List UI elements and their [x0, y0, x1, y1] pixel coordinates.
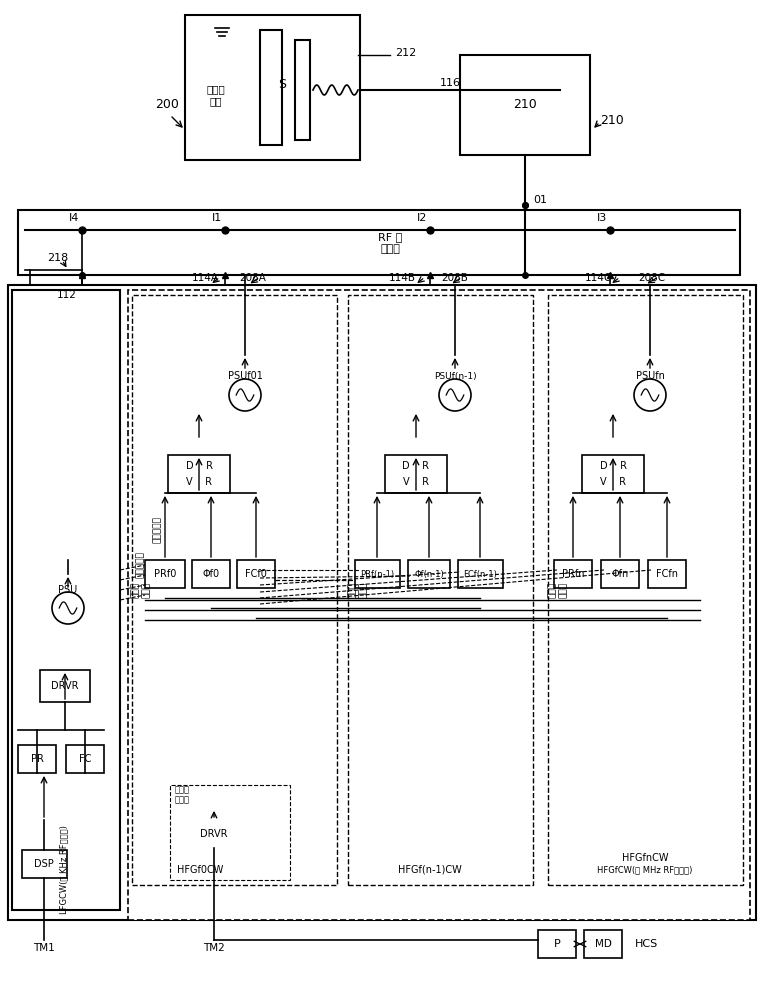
Text: 210: 210 — [600, 113, 624, 126]
Text: S: S — [278, 79, 286, 92]
Bar — [295, 40, 310, 140]
Text: FCfn: FCfn — [656, 569, 678, 579]
Text: 208A: 208A — [240, 273, 266, 283]
Text: V    R: V R — [186, 477, 212, 487]
Text: 01: 01 — [533, 195, 547, 205]
Text: 114B: 114B — [389, 273, 415, 283]
Text: PRf0: PRf0 — [154, 569, 176, 579]
Bar — [8, 285, 756, 920]
Text: Φf(n-1): Φf(n-1) — [414, 570, 444, 578]
Text: P: P — [554, 939, 561, 949]
Text: 212: 212 — [395, 48, 416, 58]
Bar — [12, 290, 120, 910]
Text: 116: 116 — [439, 78, 461, 88]
Text: 功率或电压: 功率或电压 — [135, 552, 144, 578]
Bar — [554, 560, 592, 588]
Bar — [145, 560, 185, 588]
Text: HFGfnCW: HFGfnCW — [622, 853, 668, 863]
Text: HFGf(n-1)CW: HFGf(n-1)CW — [398, 865, 462, 875]
Text: 可为一
控制器: 可为一 控制器 — [548, 582, 568, 598]
Bar — [385, 455, 447, 493]
Text: RF 匹
配装置: RF 匹 配装置 — [378, 232, 402, 254]
Text: 112: 112 — [57, 290, 77, 300]
Bar — [458, 560, 503, 588]
Text: 218: 218 — [48, 253, 68, 263]
Bar — [460, 55, 590, 155]
Bar — [601, 560, 639, 588]
Bar — [192, 560, 230, 588]
Text: DRVR: DRVR — [200, 829, 228, 839]
Bar — [355, 560, 400, 588]
Text: 可为一
控制器: 可为一 控制器 — [131, 582, 151, 598]
Text: TM1: TM1 — [33, 943, 55, 953]
Bar — [260, 30, 282, 145]
Text: PSUf01: PSUf01 — [227, 371, 263, 381]
Bar — [348, 295, 533, 885]
Text: FCf0: FCf0 — [245, 569, 267, 579]
Text: PSUf(n-1): PSUf(n-1) — [434, 371, 476, 380]
Bar — [18, 210, 740, 275]
Text: HFGfCW(如 MHz RF产生器): HFGfCW(如 MHz RF产生器) — [598, 865, 693, 874]
Bar — [408, 560, 450, 588]
Text: 210: 210 — [513, 99, 537, 111]
Bar — [40, 670, 90, 702]
Text: 208C: 208C — [638, 273, 666, 283]
Text: I2: I2 — [416, 213, 427, 223]
Bar — [584, 930, 622, 958]
Text: I4: I4 — [68, 213, 79, 223]
Bar — [168, 455, 230, 493]
Text: PRfn: PRfn — [561, 569, 584, 579]
Text: I3: I3 — [597, 213, 607, 223]
Text: TM2: TM2 — [203, 943, 225, 953]
Bar — [648, 560, 686, 588]
Text: D    R: D R — [600, 461, 627, 471]
Text: FC: FC — [79, 754, 91, 764]
Text: PRf(n-1): PRf(n-1) — [360, 570, 394, 578]
Bar — [185, 15, 360, 160]
Text: PSU: PSU — [58, 585, 78, 595]
Text: PR: PR — [31, 754, 44, 764]
Text: MD: MD — [594, 939, 611, 949]
Text: V    R: V R — [403, 477, 429, 487]
Text: DSP: DSP — [34, 859, 54, 869]
Text: 可为一
控制器: 可为一 控制器 — [175, 785, 190, 805]
Text: 等离子
体室: 等离子 体室 — [207, 84, 225, 106]
Bar — [128, 290, 750, 920]
Text: HFGf0CW: HFGf0CW — [177, 865, 223, 875]
Text: 114C: 114C — [584, 273, 611, 283]
Text: V    R: V R — [600, 477, 626, 487]
Bar — [22, 850, 67, 878]
Text: HCS: HCS — [635, 939, 658, 949]
Text: PSUfn: PSUfn — [636, 371, 664, 381]
Bar — [170, 785, 290, 880]
Text: 功率或电压: 功率或电压 — [153, 517, 161, 543]
Bar — [237, 560, 275, 588]
Bar — [66, 745, 104, 773]
Text: Φfn: Φfn — [611, 569, 629, 579]
Bar — [18, 745, 56, 773]
Bar — [190, 820, 238, 848]
Text: LFGCW(如 KHz RF产生器): LFGCW(如 KHz RF产生器) — [59, 826, 68, 914]
Text: 可为一
控制器: 可为一 控制器 — [349, 582, 368, 598]
Text: 208B: 208B — [442, 273, 468, 283]
Bar — [582, 455, 644, 493]
Text: Φf0: Φf0 — [203, 569, 220, 579]
Text: D    R: D R — [402, 461, 429, 471]
Bar — [132, 295, 337, 885]
Bar — [548, 295, 743, 885]
Bar — [538, 930, 576, 958]
Text: D    R: D R — [186, 461, 213, 471]
Text: 200: 200 — [155, 99, 179, 111]
Text: DRVR: DRVR — [51, 681, 79, 691]
Text: FCf(n-1): FCf(n-1) — [463, 570, 497, 578]
Text: I1: I1 — [212, 213, 222, 223]
Text: 114A: 114A — [191, 273, 219, 283]
